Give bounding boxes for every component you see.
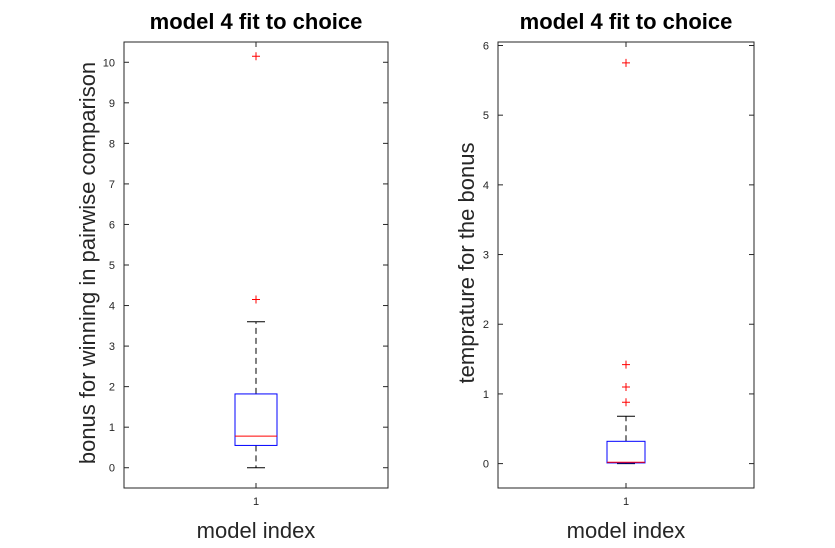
plot-frame [123, 41, 389, 489]
y-tick-label: 1 [483, 389, 489, 401]
y-tick-label: 7 [109, 179, 115, 191]
outlier-point [622, 58, 630, 67]
box [606, 440, 646, 464]
y-tick-label: 4 [483, 180, 489, 192]
y-tick-label: 9 [109, 98, 115, 110]
x-tick-label: 1 [623, 496, 629, 508]
chart-left: model 4 fit to choice model index bonus … [75, 9, 389, 543]
y-axis-label: temprature for the bonus [454, 143, 479, 384]
y-tick-label: 8 [109, 138, 115, 150]
y-tick-label: 6 [483, 40, 489, 52]
y-tick-label: 3 [483, 250, 489, 262]
outlier-point [622, 398, 630, 407]
y-tick-label: 6 [109, 219, 115, 231]
x-tick-label: 1 [253, 496, 259, 508]
chart-title: model 4 fit to choice [520, 9, 733, 34]
y-tick-label: 3 [109, 341, 115, 353]
chart-title: model 4 fit to choice [150, 9, 363, 34]
y-tick-label: 5 [109, 260, 115, 272]
y-tick-label: 2 [483, 319, 489, 331]
outlier-point [622, 360, 630, 369]
y-tick-label: 4 [109, 301, 115, 313]
y-tick-label: 5 [483, 110, 489, 122]
y-tick-label: 0 [483, 459, 489, 471]
chart-right: model 4 fit to choice model index tempra… [454, 9, 755, 543]
outlier-point [252, 52, 260, 61]
x-axis-label: model index [197, 518, 316, 543]
y-tick-label: 1 [109, 422, 115, 434]
outlier-point [622, 382, 630, 391]
outlier-point [252, 295, 260, 304]
y-axis-label: bonus for winning in pairwise comparison [75, 62, 100, 464]
y-tick-label: 10 [103, 57, 115, 69]
x-axis-label: model index [567, 518, 686, 543]
y-tick-label: 0 [109, 463, 115, 475]
box [234, 393, 278, 446]
y-tick-label: 2 [109, 382, 115, 394]
